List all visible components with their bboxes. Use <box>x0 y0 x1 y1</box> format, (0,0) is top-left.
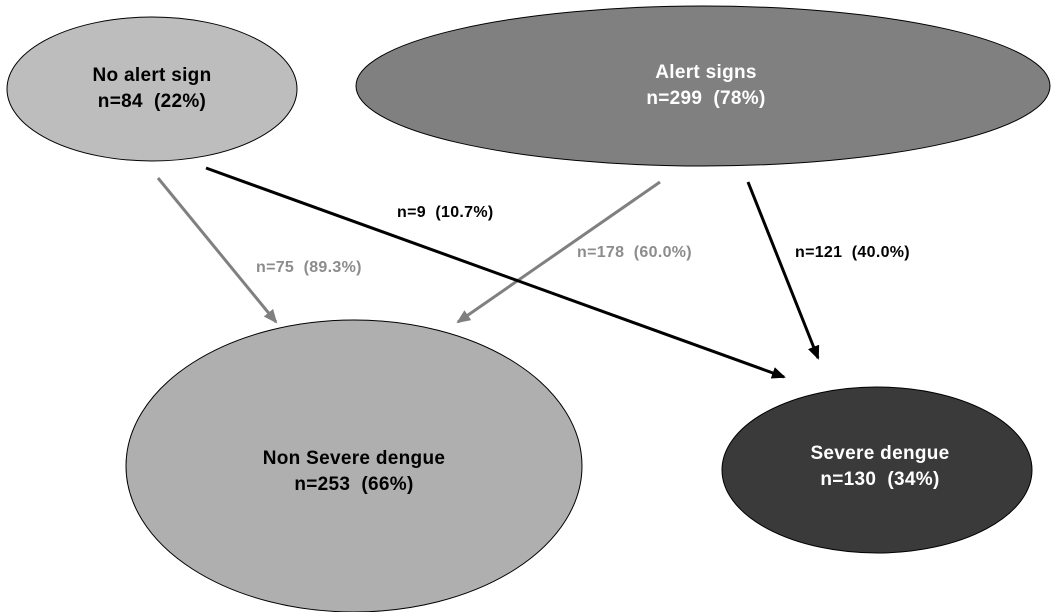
node-no-alert-title: No alert sign <box>93 65 212 86</box>
node-no-alert-shape <box>6 16 298 162</box>
node-non-severe-shape <box>125 319 583 612</box>
node-severe-dengue: Severe dengue n=130 (34%) <box>721 386 1033 554</box>
node-no-alert-sign: No alert sign n=84 (22%) <box>6 16 298 162</box>
edge-label-no-alert-to-non-severe: n=75 (89.3%) <box>256 259 362 276</box>
node-alert-count: n=299 (78%) <box>646 88 765 109</box>
arrow-no-alert-to-severe <box>205 166 786 379</box>
node-alert-signs: Alert signs n=299 (78%) <box>355 5 1051 167</box>
arrow-alert-to-severe <box>746 181 820 360</box>
node-alert-shape <box>355 5 1051 167</box>
edge-label-alert-to-severe: n=121 (40.0%) <box>795 244 910 261</box>
node-no-alert-count: n=84 (22%) <box>98 91 206 112</box>
node-severe-shape <box>721 386 1033 554</box>
arrow-alert-to-non-severe <box>456 180 661 324</box>
node-non-severe-dengue: Non Severe dengue n=253 (66%) <box>125 319 583 612</box>
node-severe-count: n=130 (34%) <box>820 469 939 490</box>
node-non-severe-count: n=253 (66%) <box>294 474 413 495</box>
edge-label-no-alert-to-severe: n=9 (10.7%) <box>397 204 494 221</box>
arrow-no-alert-to-non-severe <box>156 177 278 324</box>
node-non-severe-title: Non Severe dengue <box>263 448 445 469</box>
node-severe-title: Severe dengue <box>810 443 949 464</box>
edge-label-alert-to-non-severe: n=178 (60.0%) <box>577 244 692 261</box>
node-alert-title: Alert signs <box>655 62 757 83</box>
